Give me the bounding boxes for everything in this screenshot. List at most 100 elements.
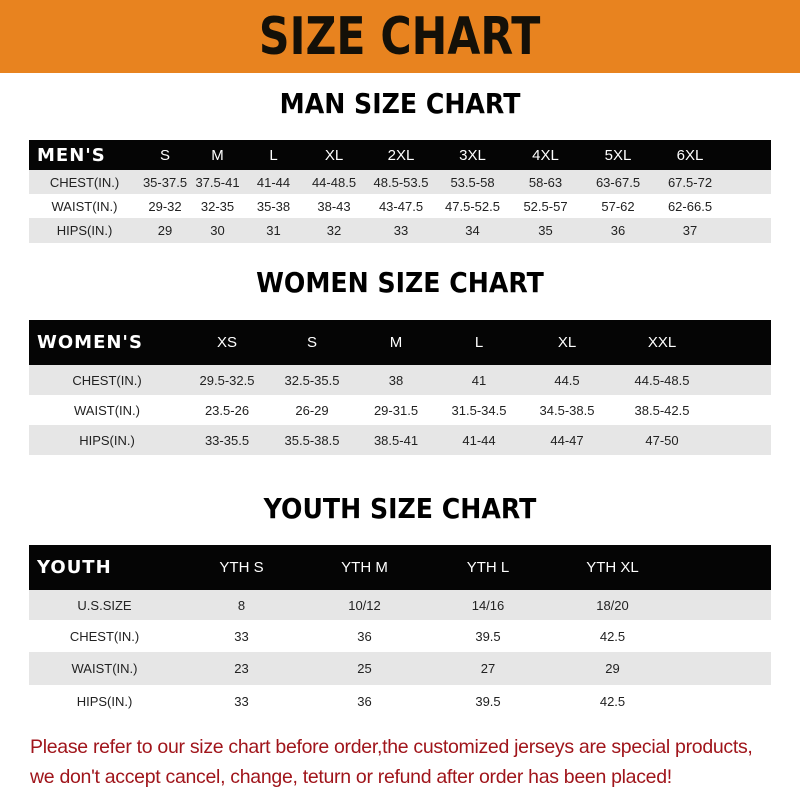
table-cell: 35-37.5 xyxy=(142,174,188,190)
size-header-cell: 3XL xyxy=(459,146,486,164)
table-cell: 44-47 xyxy=(550,432,584,448)
size-header-cell: 2XL xyxy=(387,146,415,164)
size-header-cell: YTH XL xyxy=(586,559,639,576)
table-cell: 36 xyxy=(357,628,372,644)
table-cell: 32.5-35.5 xyxy=(284,372,340,388)
size-header-cell: L xyxy=(269,146,278,164)
size-header-cell: S xyxy=(306,334,317,351)
table-cell: 47.5-52.5 xyxy=(445,198,500,214)
table-cell: 48.5-53.5 xyxy=(373,174,429,190)
table-row: HIPS(IN.) 33 36 39.5 42.5 xyxy=(29,685,771,717)
women-size-table: WOMEN'S XS S M L XL XXL CHEST(IN.) 29.5-32.5 32.5… xyxy=(29,320,771,455)
table-cell: 43-47.5 xyxy=(378,198,424,214)
table-cell: 33 xyxy=(393,223,409,238)
table-cell: 33 xyxy=(234,693,249,709)
table-cell: 42.5 xyxy=(599,693,626,709)
table-cell: 29 xyxy=(605,661,620,676)
banner-title: SIZE CHART xyxy=(259,6,541,67)
size-header-cell: M xyxy=(389,334,403,351)
size-header-cell: 5XL xyxy=(604,146,632,164)
table-cell: 33 xyxy=(234,628,249,644)
table-cell: 32 xyxy=(326,223,342,238)
table-cell: 31.5-34.5 xyxy=(451,402,507,418)
table-title-cell: YOUTH xyxy=(37,557,112,578)
measurement-label: U.S.SIZE xyxy=(77,597,132,613)
table-row: CHEST(IN.) 35-37.5 37.5-41 41-44 44-48.5 48.5… xyxy=(29,170,771,194)
measurement-label: HIPS(IN.) xyxy=(76,693,133,709)
table-cell: 32-35 xyxy=(200,198,235,214)
table-cell: 29 xyxy=(157,223,173,238)
men-size-table: MEN'S S M L XL 2XL 3XL 4XL 5XL 6XL CHEST(IN.) 35-37… xyxy=(29,140,771,243)
table-cell: 38-43 xyxy=(317,198,351,214)
table-cell: 47-50 xyxy=(645,432,679,448)
table-row: WAIST(IN.) 23.5-26 26-29 29-31.5 31.5-34.5 34… xyxy=(29,395,771,425)
size-header-cell: 6XL xyxy=(676,146,704,164)
table-cell: 34.5-38.5 xyxy=(539,402,595,418)
size-header-cell: L xyxy=(474,334,484,351)
table-title-cell: WOMEN'S xyxy=(37,332,143,353)
table-cell: 34 xyxy=(465,223,480,238)
table-cell: 44-48.5 xyxy=(311,174,357,190)
table-row: WAIST(IN.) 23 25 27 29 xyxy=(29,652,771,685)
table-cell: 39.5 xyxy=(475,693,501,709)
table-cell: 29-32 xyxy=(148,198,182,214)
measurement-label: CHEST(IN.) xyxy=(69,628,140,644)
table-header-row: MEN'S S M L XL 2XL 3XL 4XL 5XL 6XL xyxy=(29,140,771,170)
table-cell: 35.5-38.5 xyxy=(284,432,340,448)
size-header-cell: XXL xyxy=(647,334,677,351)
table-cell: 39.5 xyxy=(475,628,501,644)
table-cell: 30 xyxy=(210,223,225,238)
table-cell: 31 xyxy=(266,223,281,238)
table-cell: 52.5-57 xyxy=(523,198,568,214)
table-cell: 41-44 xyxy=(462,432,496,448)
table-cell: 53.5-58 xyxy=(450,174,495,190)
table-cell: 37 xyxy=(682,223,698,238)
table-title-cell: MEN'S xyxy=(37,144,106,166)
size-header-cell: YTH M xyxy=(341,559,388,576)
order-note: Please refer to our size chart before or… xyxy=(30,732,790,792)
table-cell: 38 xyxy=(388,372,404,388)
table-cell: 57-62 xyxy=(601,198,635,214)
size-header-cell: XL xyxy=(324,146,344,164)
table-cell: 63-67.5 xyxy=(595,174,641,190)
table-cell: 18/20 xyxy=(596,597,629,613)
table-row: WAIST(IN.) 29-32 32-35 35-38 38-43 43-47.5 47.… xyxy=(29,194,771,218)
table-row: CHEST(IN.) 29.5-32.5 32.5-35.5 38 41 44.5 44.5… xyxy=(29,365,771,395)
table-row: HIPS(IN.) 33-35.5 35.5-38.5 38.5-41 41-44 44-… xyxy=(29,425,771,455)
measurement-label: WAIST(IN.) xyxy=(71,661,138,676)
measurement-label: CHEST(IN.) xyxy=(49,174,120,190)
table-header-row: WOMEN'S XS S M L XL XXL xyxy=(29,320,771,365)
size-header-cell: S xyxy=(159,146,170,164)
size-header-cell: XS xyxy=(216,334,237,351)
table-cell: 37.5-41 xyxy=(195,174,240,190)
table-cell: 36 xyxy=(610,223,626,238)
men-title: MAN SIZE CHART xyxy=(279,87,521,120)
size-header-cell: YTH S xyxy=(219,559,264,576)
table-cell: 41-44 xyxy=(256,174,291,190)
size-header-cell: XL xyxy=(557,334,577,351)
table-row: U.S.SIZE 8 10/12 14/16 18/20 xyxy=(29,590,771,620)
table-row: CHEST(IN.) 33 36 39.5 42.5 xyxy=(29,620,771,652)
women-title: WOMEN SIZE CHART xyxy=(256,266,544,299)
table-cell: 62-66.5 xyxy=(667,198,713,214)
table-cell: 35 xyxy=(538,223,553,238)
measurement-label: CHEST(IN.) xyxy=(72,372,142,388)
measurement-label: WAIST(IN.) xyxy=(51,198,118,214)
table-cell: 8 xyxy=(237,597,246,613)
table-cell: 33-35.5 xyxy=(204,432,250,448)
measurement-label: HIPS(IN.) xyxy=(56,223,113,238)
table-cell: 23 xyxy=(234,661,249,676)
table-cell: 44.5 xyxy=(554,372,580,388)
table-cell: 27 xyxy=(480,661,496,676)
table-header-row: YOUTH YTH S YTH M YTH L YTH XL xyxy=(29,545,771,590)
table-cell: 35-38 xyxy=(256,198,291,214)
table-cell: 36 xyxy=(357,693,372,709)
table-cell: 38.5-41 xyxy=(373,432,419,448)
measurement-label: HIPS(IN.) xyxy=(79,432,135,448)
table-cell: 25 xyxy=(357,661,372,676)
size-header-cell: M xyxy=(211,146,224,164)
table-cell: 10/12 xyxy=(348,597,381,613)
size-header-cell: 4XL xyxy=(532,146,559,164)
youth-title: YOUTH SIZE CHART xyxy=(263,492,537,525)
table-cell: 58-63 xyxy=(528,174,563,190)
